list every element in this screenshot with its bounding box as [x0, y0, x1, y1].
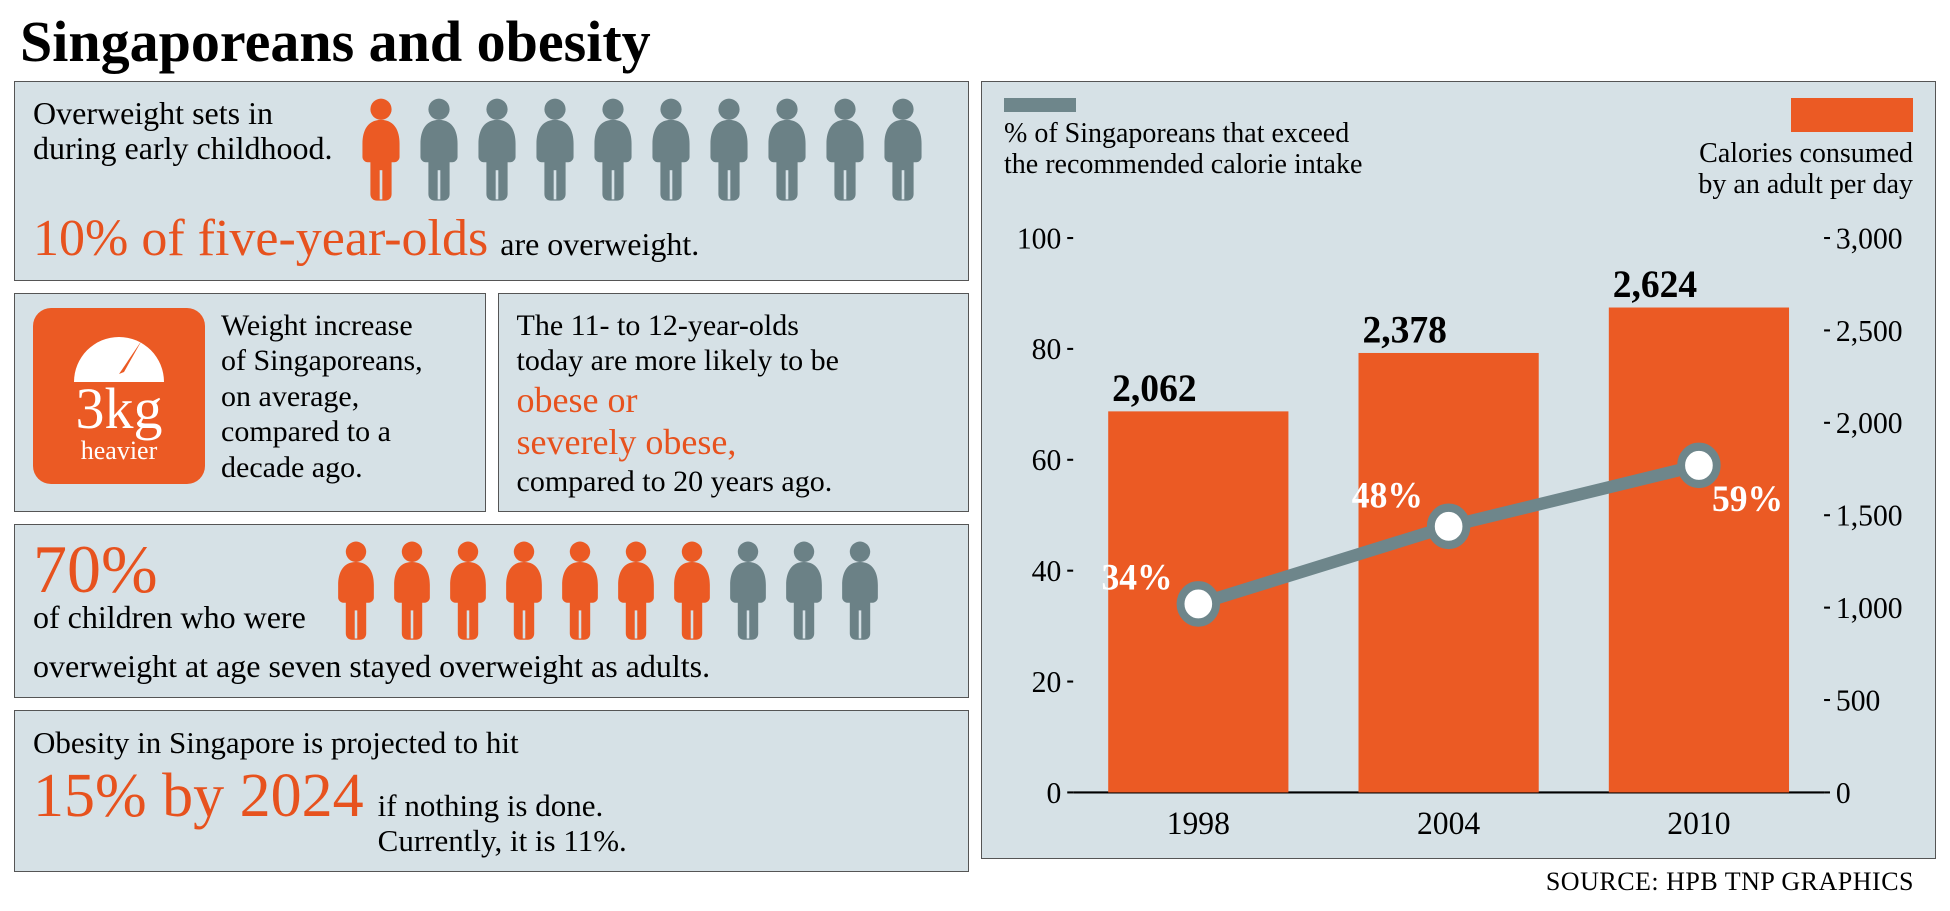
- child-icon: [586, 96, 640, 202]
- sec2b-line2: compared to 20 years ago.: [517, 465, 833, 498]
- source-line: SOURCE: HPB TNP GRAPHICS: [981, 859, 1936, 897]
- children-icons-row-2: [330, 539, 886, 646]
- svg-text:20: 20: [1032, 664, 1062, 699]
- svg-text:2,624: 2,624: [1613, 263, 1697, 306]
- child-icon: [702, 96, 756, 202]
- chart-area: 0 20 40 60 80 100 0 500 1,000 1,500 2,000 2,500 3,00…: [1004, 207, 1913, 848]
- chart-panel: % of Singaporeans that exceedthe recomme…: [981, 81, 1936, 859]
- child-icon: [778, 539, 830, 641]
- child-icon: [834, 539, 886, 641]
- svg-text:1,500: 1,500: [1836, 498, 1903, 533]
- sec1-stat: 10% of five-year-olds: [33, 209, 488, 268]
- sec3-line2: overweight at age seven stayed overweigh…: [33, 648, 950, 685]
- svg-text:48%: 48%: [1352, 475, 1423, 516]
- child-icon: [876, 96, 930, 202]
- page-title: Singaporeans and obesity: [0, 0, 1950, 81]
- svg-text:60: 60: [1032, 442, 1062, 477]
- sec2a-text: Weight increaseof Singaporeans,on averag…: [221, 308, 423, 485]
- legend-line-text: % of Singaporeans that exceedthe recomme…: [1004, 118, 1362, 181]
- child-icon: [528, 96, 582, 202]
- sec4-line1: Obesity in Singapore is projected to hit: [33, 725, 950, 761]
- panel-weight-increase: 3kg heavier Weight increaseof Singaporea…: [14, 293, 486, 512]
- sec1-intro-text: Overweight sets induring early childhood…: [33, 96, 332, 166]
- child-icon: [610, 539, 662, 641]
- legend-bar-text: Calories consumedby an adult per day: [1698, 138, 1913, 201]
- sec2b-accent: obese orseverely obese,: [517, 379, 951, 464]
- svg-text:2,062: 2,062: [1112, 367, 1196, 410]
- panel-projection: Obesity in Singapore is projected to hit…: [14, 710, 969, 871]
- children-icons-row: [354, 96, 930, 207]
- sec4-stat: 15% by 2024: [33, 761, 364, 832]
- left-column: Overweight sets induring early childhood…: [14, 81, 969, 897]
- child-icon: [760, 96, 814, 202]
- svg-text:2010: 2010: [1667, 804, 1730, 841]
- panel-seventy-percent: 70% of children who were: [14, 524, 969, 698]
- legend-line-swatch: [1004, 98, 1076, 112]
- svg-text:0: 0: [1836, 775, 1851, 810]
- svg-text:1998: 1998: [1167, 804, 1230, 841]
- svg-text:500: 500: [1836, 682, 1880, 717]
- child-icon: [666, 539, 718, 641]
- scale-badge: 3kg heavier: [33, 308, 205, 484]
- panel-five-year-olds: Overweight sets induring early childhood…: [14, 81, 969, 281]
- svg-text:80: 80: [1032, 331, 1062, 366]
- child-icon: [644, 96, 698, 202]
- sec1-suffix: are overweight.: [500, 226, 699, 263]
- right-column: % of Singaporeans that exceedthe recomme…: [981, 81, 1936, 897]
- sec3-line1: of children who were: [33, 600, 306, 636]
- legend-bar: Calories consumedby an adult per day: [1698, 98, 1913, 201]
- child-icon: [498, 539, 550, 641]
- legend-bar-swatch: [1791, 98, 1913, 132]
- scale-value: 3kg: [76, 380, 163, 438]
- svg-text:34%: 34%: [1101, 556, 1172, 597]
- child-icon: [722, 539, 774, 641]
- legend-line: % of Singaporeans that exceedthe recomme…: [1004, 98, 1362, 181]
- svg-text:0: 0: [1046, 775, 1061, 810]
- panel-obese-preteen: The 11- to 12-year-oldstoday are more li…: [498, 293, 970, 512]
- child-icon: [354, 96, 408, 202]
- svg-text:2004: 2004: [1417, 804, 1480, 841]
- child-icon: [412, 96, 466, 202]
- child-icon: [442, 539, 494, 641]
- child-icon: [554, 539, 606, 641]
- child-icon: [470, 96, 524, 202]
- svg-text:100: 100: [1017, 220, 1061, 255]
- svg-text:2,000: 2,000: [1836, 405, 1903, 440]
- svg-text:2,378: 2,378: [1362, 309, 1446, 352]
- svg-text:40: 40: [1032, 553, 1062, 588]
- sec3-stat: 70%: [33, 539, 306, 600]
- scale-sub: heavier: [81, 436, 158, 466]
- svg-text:2,500: 2,500: [1836, 313, 1903, 348]
- sec4-rest: if nothing is done.Currently, it is 11%.: [378, 789, 627, 858]
- sec2b-line1: The 11- to 12-year-oldstoday are more li…: [517, 309, 839, 377]
- child-icon: [386, 539, 438, 641]
- scale-icon: [64, 322, 174, 384]
- svg-text:3,000: 3,000: [1836, 220, 1903, 255]
- child-icon: [330, 539, 382, 641]
- svg-text:1,000: 1,000: [1836, 590, 1903, 625]
- child-icon: [818, 96, 872, 202]
- svg-text:59%: 59%: [1712, 478, 1783, 519]
